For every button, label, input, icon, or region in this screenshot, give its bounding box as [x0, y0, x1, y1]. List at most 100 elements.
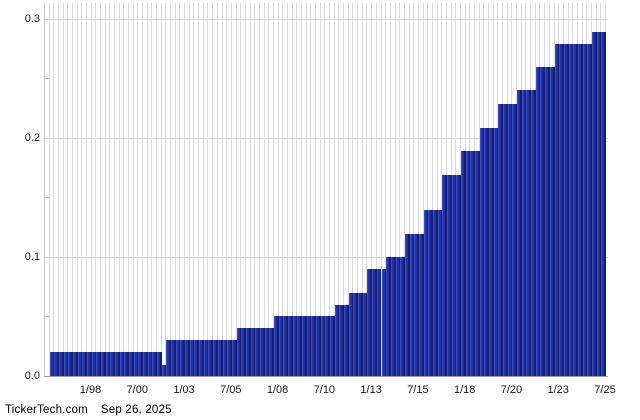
- dividend-bar: [390, 256, 396, 376]
- dividend-bar: [465, 150, 471, 376]
- dividend-bar: [175, 340, 181, 376]
- vertical-gridline: [286, 3, 288, 376]
- dividend-bar: [152, 352, 158, 376]
- dividend-bar: [428, 210, 433, 376]
- vertical-gridline: [184, 3, 186, 376]
- dividend-bar: [489, 128, 494, 376]
- dividend-bar: [577, 43, 583, 376]
- dividend-bar: [367, 268, 373, 376]
- dividend-bar: [133, 352, 139, 376]
- dividend-bar: [512, 104, 518, 376]
- dividend-bar: [353, 292, 359, 376]
- vertical-gridline: [436, 3, 438, 376]
- vertical-gridline: [198, 3, 200, 376]
- vertical-gridline: [343, 3, 345, 376]
- vertical-gridline: [132, 3, 134, 376]
- dividend-bar: [446, 174, 452, 376]
- dividend-bar: [437, 210, 443, 376]
- vertical-gridline: [403, 3, 405, 376]
- vertical-gridline: [179, 3, 181, 376]
- vertical-gridline: [240, 3, 242, 376]
- dividend-bar: [549, 67, 555, 376]
- dividend-bar: [236, 328, 242, 376]
- dividend-bar: [283, 316, 288, 376]
- dividend-bar: [311, 316, 317, 376]
- vertical-gridline: [142, 3, 144, 376]
- vertical-gridline: [216, 3, 218, 376]
- vertical-gridline: [137, 3, 139, 376]
- dividend-bar: [409, 234, 415, 376]
- y-axis-tick-label: 0.2: [24, 131, 40, 144]
- y-axis-minor-tick: [45, 197, 49, 199]
- vertical-gridline: [62, 3, 64, 376]
- dividend-bar: [124, 352, 129, 376]
- vertical-gridline: [413, 3, 415, 376]
- dividend-bar: [376, 268, 382, 376]
- vertical-gridline: [48, 3, 50, 376]
- vertical-gridline: [188, 3, 190, 376]
- dividend-bar: [540, 67, 546, 376]
- dividend-bar: [325, 316, 331, 376]
- dividend-bar: [82, 352, 87, 376]
- dividend-bar: [49, 352, 55, 376]
- dividend-bar: [185, 340, 190, 376]
- y-axis-minor-tick: [45, 78, 49, 80]
- dividend-bar: [128, 352, 134, 376]
- footer-source: TickerTech.com: [5, 404, 88, 416]
- vertical-gridline: [408, 3, 410, 376]
- dividend-bar: [100, 352, 106, 376]
- vertical-gridline: [67, 3, 69, 376]
- vertical-gridline: [431, 3, 433, 376]
- dividend-bar: [68, 352, 73, 376]
- dividend-bar: [86, 352, 92, 376]
- y-axis-tick-label: 0.0: [24, 370, 40, 382]
- vertical-gridline: [263, 3, 265, 376]
- dividend-bar: [493, 128, 499, 376]
- vertical-gridline: [296, 3, 298, 376]
- vertical-gridline: [95, 3, 97, 376]
- vertical-gridline: [315, 3, 317, 376]
- vertical-gridline: [333, 3, 335, 376]
- dividend-bar: [217, 340, 223, 376]
- vertical-gridline: [329, 3, 331, 376]
- dividend-bar: [316, 316, 321, 376]
- y-axis-tick-label: 0.3: [24, 12, 40, 25]
- dividend-bar: [208, 340, 214, 376]
- vertical-gridline: [226, 3, 228, 376]
- dividend-bar: [414, 234, 419, 376]
- dividend-bar: [372, 268, 377, 376]
- dividend-bar: [320, 316, 326, 376]
- vertical-gridline: [170, 3, 172, 376]
- vertical-gridline: [221, 3, 223, 376]
- dividend-bar: [591, 31, 597, 376]
- vertical-gridline: [441, 3, 443, 376]
- vertical-gridline: [193, 3, 195, 376]
- vertical-gridline: [277, 3, 279, 376]
- horizontal-gridline: [45, 18, 608, 20]
- vertical-gridline: [357, 3, 359, 376]
- vertical-gridline: [371, 3, 373, 376]
- dividend-bar: [554, 43, 560, 376]
- plot-area: [44, 3, 608, 377]
- dividend-bar: [203, 340, 209, 376]
- x-axis-tick-label: 1/08: [266, 384, 289, 396]
- dividend-bar: [245, 328, 251, 376]
- dividend-bar: [72, 352, 78, 376]
- vertical-gridline: [417, 3, 419, 376]
- dividend-bar: [432, 210, 438, 376]
- x-axis-tick-label: 7/25: [594, 384, 616, 396]
- dividend-bar: [386, 256, 391, 376]
- dividend-bar: [573, 43, 578, 376]
- dividend-bar: [297, 316, 302, 376]
- dividend-bar: [199, 340, 204, 376]
- vertical-gridline: [399, 3, 401, 376]
- vertical-gridline: [212, 3, 214, 376]
- dividend-bar: [348, 292, 354, 376]
- dividend-bar: [423, 210, 429, 376]
- vertical-gridline: [165, 3, 167, 376]
- vertical-gridline: [85, 3, 87, 376]
- x-axis-tick-label: 1/03: [173, 384, 195, 396]
- vertical-gridline: [394, 3, 396, 376]
- dividend-bar: [587, 43, 592, 376]
